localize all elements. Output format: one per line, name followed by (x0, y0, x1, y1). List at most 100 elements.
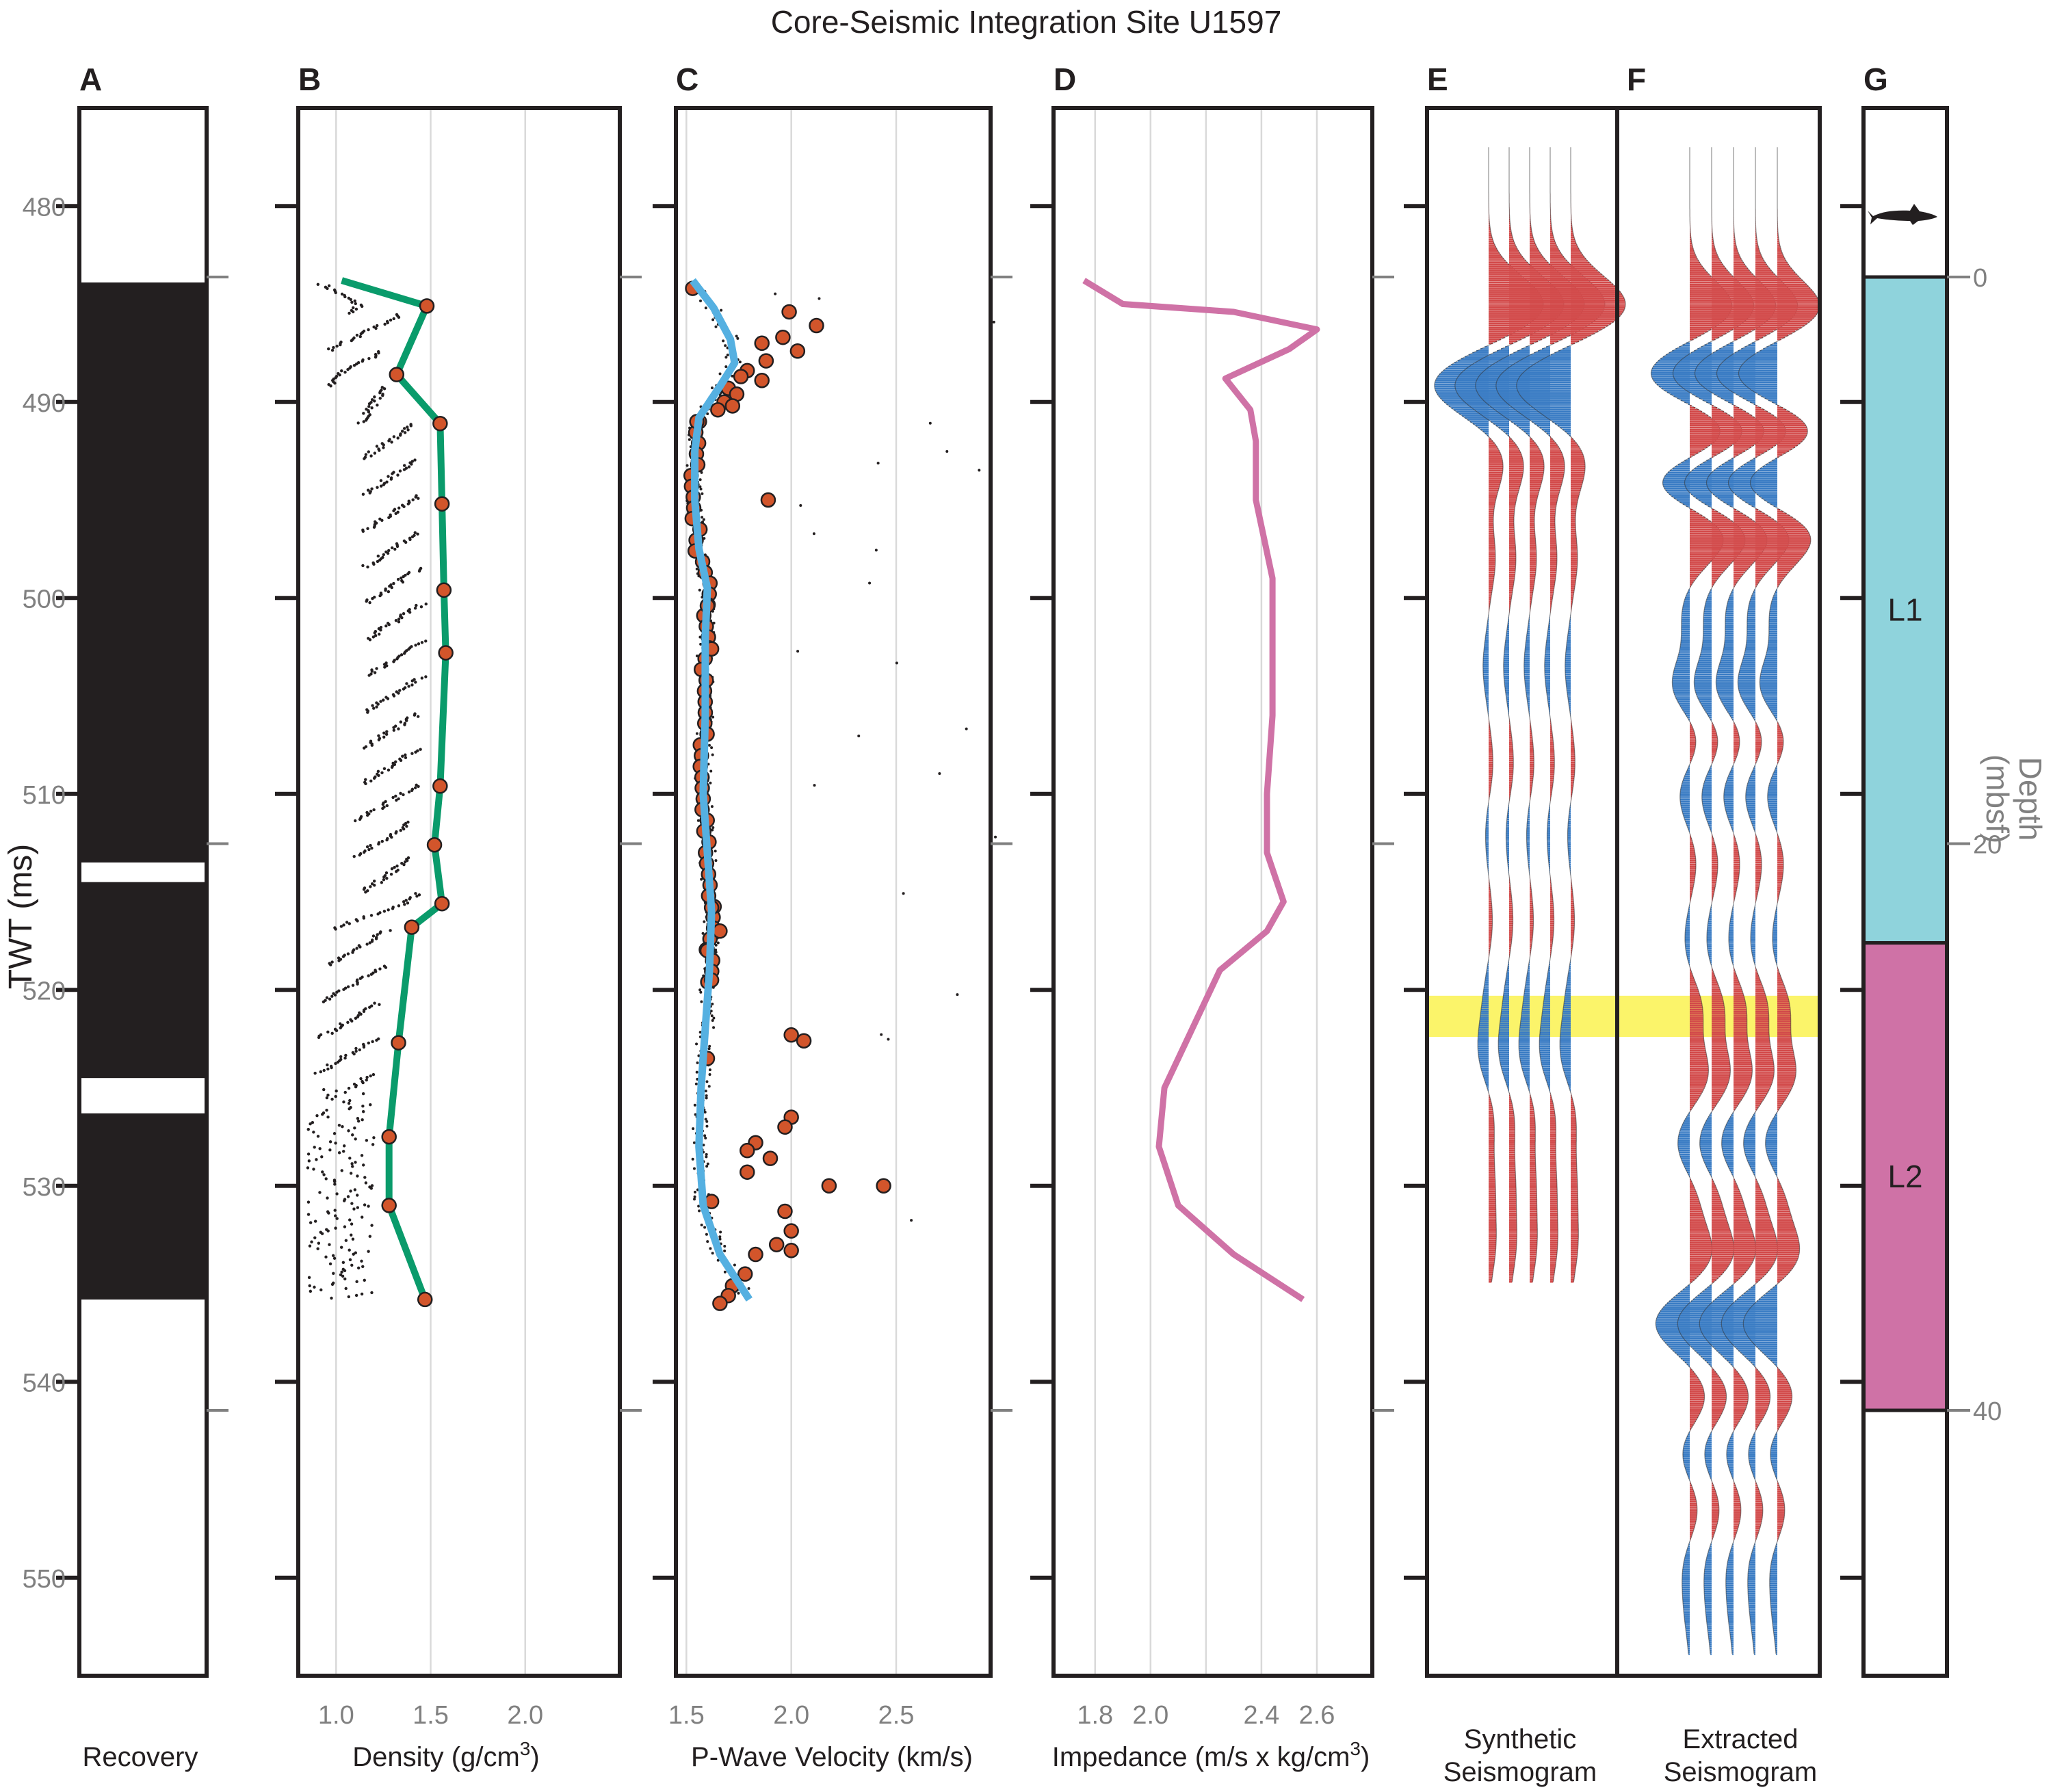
velocity-raw-point (705, 1080, 709, 1083)
velocity-raw-point (796, 650, 800, 653)
density-marker (381, 1129, 397, 1145)
density-raw-point (391, 907, 395, 910)
density-raw-point (414, 644, 417, 647)
density-raw-point (367, 328, 370, 332)
density-raw-point (393, 547, 397, 551)
density-raw-point (350, 1019, 354, 1023)
density-raw-point (369, 1103, 372, 1107)
velocity-marker (724, 398, 741, 414)
velocity-raw-point (994, 835, 997, 839)
density-raw-point (417, 893, 421, 897)
density-raw-point (358, 1048, 361, 1052)
velocity-raw-point (726, 353, 729, 356)
velocity-raw-point (705, 1233, 708, 1236)
depth-tick-label: 20 (1973, 831, 2002, 860)
velocity-raw-point (938, 772, 941, 775)
density-raw-point (330, 960, 334, 964)
panel-velocity: 1.5 2.0 2.5 (668, 106, 997, 1730)
density-raw-point (347, 1086, 351, 1090)
velocity-raw-point (887, 1038, 890, 1041)
velocity-raw-point (705, 1096, 708, 1100)
density-raw-point (392, 694, 396, 698)
density-raw-point (356, 919, 359, 923)
density-raw-point (348, 1098, 352, 1103)
synthetic-trace-line-3 (1495, 147, 1606, 1282)
density-raw-point (396, 577, 400, 581)
density-raw-point (330, 994, 334, 998)
depth-axis-label-line1: Depth (2013, 757, 2048, 841)
density-marker (419, 298, 435, 314)
density-raw-point (381, 802, 384, 806)
density-raw-point (363, 1176, 367, 1179)
density-raw-point (344, 1053, 348, 1057)
density-raw-point (339, 1022, 342, 1026)
density-raw-point (403, 903, 406, 906)
density-raw-point (369, 779, 373, 783)
figure-title: Core-Seismic Integration Site U1597 (771, 4, 1282, 40)
velocity-raw-point (747, 1287, 750, 1290)
velocity-raw-point (735, 334, 738, 338)
density-raw-point (378, 967, 382, 971)
panel-b-xlabel: Density (g/cm3) (352, 1738, 539, 1772)
density-raw-point (380, 881, 384, 884)
density-raw-point (350, 1162, 354, 1165)
density-raw-point (379, 484, 383, 488)
velocity-marker (781, 304, 797, 320)
density-raw-point (417, 569, 421, 573)
density-raw-point (398, 434, 402, 437)
density-raw-point (390, 546, 394, 550)
synthetic-trace-positive-1 (1509, 193, 1564, 1283)
density-raw-point (371, 635, 376, 639)
density-raw-point (324, 1177, 328, 1181)
density-raw-point (346, 367, 350, 371)
density-raw-point (372, 808, 376, 812)
extracted-trace-positive-3 (1755, 209, 1798, 1542)
density-raw-point (424, 640, 428, 643)
velocity-raw-point (703, 920, 706, 923)
density-raw-point (335, 1089, 338, 1093)
density-raw-point (386, 551, 390, 555)
velocity-marker (733, 369, 749, 384)
density-raw-point (386, 321, 389, 325)
density-raw-point (308, 1284, 311, 1288)
density-raw-point (402, 464, 406, 467)
density-raw-point (330, 348, 335, 352)
velocity-raw-point (698, 478, 702, 482)
velocity-raw-point (700, 471, 703, 474)
density-raw-point (384, 733, 389, 736)
density-raw-point (373, 884, 376, 887)
density-raw-point (394, 794, 397, 798)
density-gridlines (335, 110, 527, 1674)
velocity-raw-point (691, 1157, 694, 1161)
density-raw-point (411, 498, 415, 501)
velocity-raw-point (712, 1026, 716, 1029)
density-raw-point (371, 704, 374, 707)
density-raw-point (346, 1195, 350, 1198)
density-raw-point (321, 1112, 324, 1116)
density-raw-point (342, 923, 345, 927)
density-raw-point (365, 813, 369, 817)
velocity-raw-point (928, 421, 932, 425)
density-raw-point (365, 599, 368, 603)
density-raw-point (332, 1132, 337, 1135)
density-raw-point (362, 917, 366, 920)
density-raw-point (374, 970, 378, 973)
velocity-raw-point (716, 1259, 720, 1262)
density-raw-point (350, 1263, 354, 1267)
density-raw-point (331, 1254, 335, 1257)
density-raw-point (363, 1203, 367, 1207)
panel-b-xlabel-main: Density (g/cm (352, 1742, 520, 1772)
density-raw-point (387, 475, 390, 478)
velocity-raw-point (692, 1167, 696, 1170)
density-raw-point (335, 1192, 339, 1196)
velocity-raw-point (714, 849, 717, 853)
density-raw-point (326, 287, 329, 291)
density-raw-point (355, 947, 358, 950)
density-raw-point (377, 734, 380, 737)
density-raw-point (343, 1269, 347, 1273)
density-raw-point (382, 910, 387, 913)
density-raw-point (316, 1247, 319, 1250)
density-raw-point (406, 425, 409, 429)
density-raw-point (406, 901, 410, 905)
impedance-gridlines (1094, 110, 1318, 1674)
